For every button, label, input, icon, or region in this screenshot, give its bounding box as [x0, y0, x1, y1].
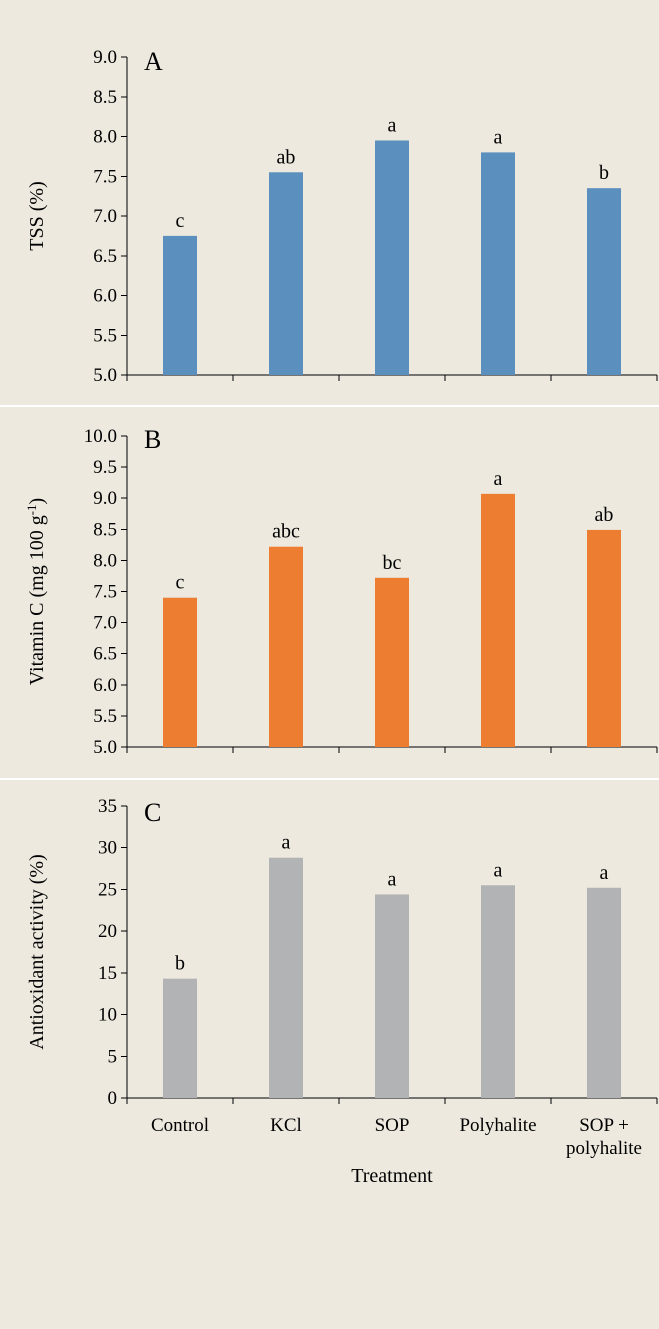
panel-b-bar — [163, 597, 197, 747]
panel-b-bar-annotation: ab — [595, 504, 614, 526]
panel-a-bar-annotation: b — [599, 162, 609, 184]
panel-c-y-tick-label: 25 — [98, 879, 117, 900]
panel-c-bar-annotation: b — [175, 953, 185, 975]
panel-a-y-tick-label: 9.0 — [93, 47, 117, 68]
panel-a-y-tick-label: 8.5 — [93, 87, 117, 108]
panel-a-y-tick-label: 5.5 — [93, 325, 117, 346]
panel-a-y-axis-label: TSS (%) — [26, 181, 48, 250]
panel-b-bar — [587, 529, 621, 747]
panel-b-y-axis-label: Vitamin C (mg 100 g-1) — [24, 498, 49, 685]
panel-a-y-tick-label: 6.5 — [93, 246, 117, 267]
panel-c-bar-annotation: a — [282, 832, 291, 854]
panel-c-y-tick-label: 10 — [98, 1005, 117, 1026]
panel-a-y-tick-label: 6.0 — [93, 286, 117, 307]
panel-b-y-tick-label: 7.5 — [93, 582, 117, 603]
panel-a-bar — [269, 172, 303, 375]
panel-b-y-tick-label: 7.0 — [93, 613, 117, 634]
panel-b-y-tick-label: 8.0 — [93, 550, 117, 571]
panel-c-bar — [587, 887, 621, 1098]
panel-a-bar — [375, 140, 409, 375]
panel-c-x-tick-label: Control — [151, 1115, 209, 1136]
panel-a-letter: A — [144, 47, 163, 76]
panel-b-bar-annotation: c — [176, 572, 185, 594]
panel-c-x-axis-label: Treatment — [351, 1165, 433, 1187]
panel-a-bar-annotation: c — [176, 210, 185, 232]
panel-b-bar — [481, 493, 515, 747]
panel-a-bar-annotation: ab — [277, 146, 296, 168]
panel-a-bar-annotation: a — [388, 114, 397, 136]
panel-a-bar — [481, 152, 515, 375]
panel-c-bar — [163, 978, 197, 1098]
panel-b-y-tick-label: 9.0 — [93, 488, 117, 509]
panel-c-y-tick-label: 30 — [98, 838, 117, 859]
panel-b-y-tick-label: 8.5 — [93, 519, 117, 540]
panel-c-bar — [375, 894, 409, 1098]
panel-b-y-tick-label: 5.5 — [93, 706, 117, 727]
panel-c-y-tick-label: 20 — [98, 921, 117, 942]
panel-a-bar — [163, 235, 197, 375]
panel-b-y-tick-label: 6.5 — [93, 644, 117, 665]
panel-a-y-tick-label: 7.5 — [93, 166, 117, 187]
panel-c-y-axis-label: Antioxidant activity (%) — [26, 854, 48, 1050]
panel-b-y-tick-label: 9.5 — [93, 457, 117, 478]
panel-c-x-tick-label: SOP + polyhalite — [566, 1115, 642, 1159]
panel-b-y-tick-label: 6.0 — [93, 675, 117, 696]
panel-c-bar-annotation: a — [388, 868, 397, 890]
panel-a-y-tick-label: 7.0 — [93, 206, 117, 227]
panel-b-bar — [269, 546, 303, 747]
panel-a-bar-annotation: a — [494, 126, 503, 148]
panel-b-y-tick-label: 5.0 — [93, 737, 117, 758]
panel-a-bar — [587, 188, 621, 375]
panel-b-y-tick-label: 10.0 — [84, 426, 117, 447]
panel-c-bar-annotation: a — [494, 859, 503, 881]
panel-c-bar — [481, 885, 515, 1098]
panel-b-bar-annotation: a — [494, 468, 503, 490]
panel-a-y-tick-label: 5.0 — [93, 365, 117, 386]
panel-c-letter: C — [144, 798, 161, 827]
panel-a-y-tick-label: 8.0 — [93, 127, 117, 148]
panel-c-y-tick-label: 15 — [98, 963, 117, 984]
panel-c-bar-annotation: a — [600, 862, 609, 884]
panel-c-x-tick-label: SOP — [375, 1115, 410, 1136]
panel-c-y-tick-label: 5 — [108, 1046, 118, 1067]
panel-b-bar-annotation: abc — [272, 521, 300, 543]
panel-c-bar — [269, 857, 303, 1098]
panel-c-x-tick-label: Polyhalite — [459, 1115, 536, 1136]
panel-b-bar — [375, 577, 409, 747]
panel-b-bar-annotation: bc — [383, 552, 402, 574]
panel-c-x-tick-label: KCl — [270, 1115, 302, 1136]
panel-c-y-tick-label: 35 — [98, 796, 117, 817]
panel-b-letter: B — [144, 425, 161, 454]
panel-c-y-tick-label: 0 — [108, 1088, 118, 1109]
